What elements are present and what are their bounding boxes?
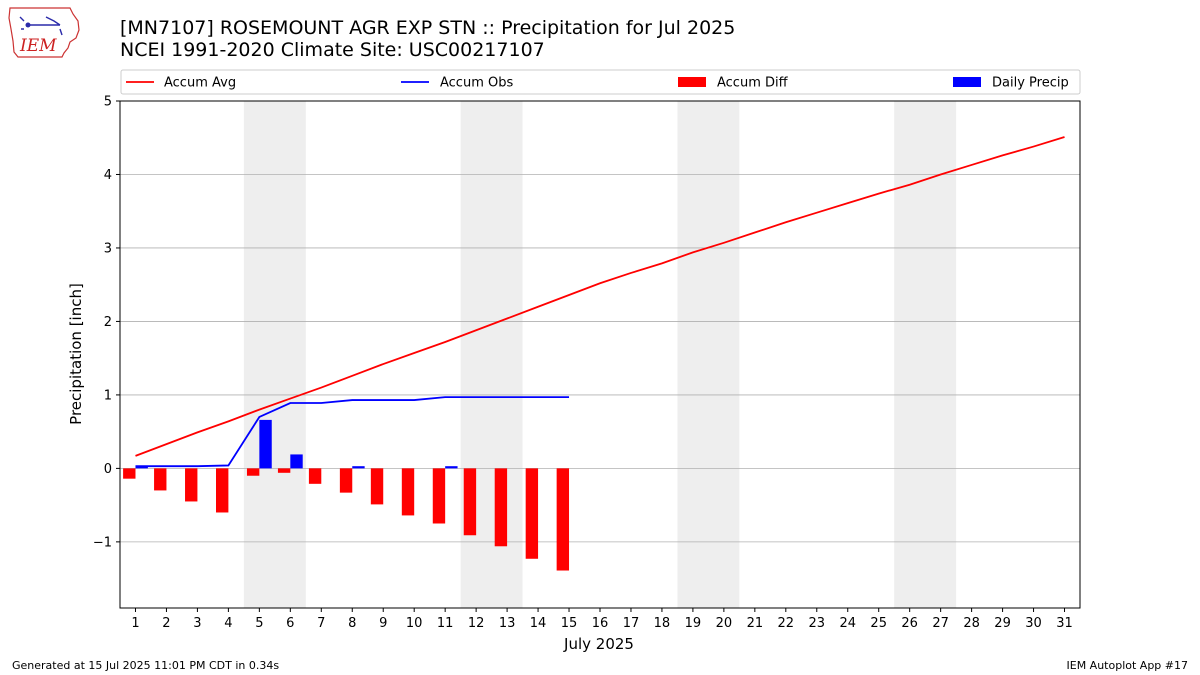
accum-diff-bar [246, 468, 260, 476]
accum-diff-bar [277, 468, 291, 473]
legend: Accum Avg Accum Obs Accum Diff Daily Precip [120, 69, 1081, 95]
x-tick-label: 8 [348, 616, 356, 631]
iowa-outline-icon [8, 7, 80, 58]
bars-layer [123, 419, 570, 571]
x-tick-label: 12 [468, 616, 485, 631]
daily-precip-bar [445, 466, 458, 469]
y-axis-label: Precipitation [inch] [67, 283, 85, 425]
x-tick-label: 24 [839, 616, 856, 631]
daily-precip-bar [135, 466, 148, 469]
weekend-shading [243, 101, 957, 608]
x-tick-label: 28 [963, 616, 980, 631]
y-tick-label: 4 [104, 168, 112, 183]
weekend-shade-band [677, 101, 740, 608]
accum-diff-bar [556, 468, 570, 571]
x-tick-label: 13 [499, 616, 516, 631]
generated-timestamp: Generated at 15 Jul 2025 11:01 PM CDT in… [12, 659, 280, 672]
y-tick-label: 0 [104, 462, 112, 477]
x-tick-label: 6 [286, 616, 294, 631]
x-tick-label: 5 [255, 616, 263, 631]
x-tick-label: 29 [994, 616, 1011, 631]
x-tick-label: 17 [623, 616, 640, 631]
accum-diff-bar [401, 468, 415, 516]
logo-text: IEM [19, 36, 57, 56]
legend-label-accum-obs: Accum Obs [440, 76, 513, 91]
daily-precip-bar [352, 466, 365, 469]
accum-avg-line [135, 136, 1065, 457]
accum-obs-line [135, 396, 570, 468]
y-tick-label: 1 [104, 388, 112, 403]
x-tick-label: 1 [131, 616, 139, 631]
accum-diff-bar [432, 468, 446, 524]
x-tick-label: 21 [747, 616, 764, 631]
x-tick-label: 18 [654, 616, 671, 631]
x-tick-label: 19 [685, 616, 702, 631]
legend-marker-accum-diff [678, 77, 706, 87]
x-tick-label: 26 [901, 616, 918, 631]
x-tick-label: 31 [1056, 616, 1073, 631]
accum-diff-bar [123, 468, 136, 479]
accum-diff-bar [525, 468, 539, 559]
x-axis-label: July 2025 [563, 635, 634, 653]
x-axis: 1 2 3 4 5 6 7 8 9 10 11 12 13 14 15 16 17 18 19 20 21 22 23 24 2… [131, 608, 1073, 631]
accum-diff-bar [339, 468, 353, 493]
accum-diff-bar [216, 468, 229, 513]
accum-diff-bar [154, 468, 167, 491]
y-axis: −1 0 1 2 3 4 5 [93, 95, 120, 550]
lines-layer [135, 136, 1065, 468]
x-tick-label: 2 [162, 616, 170, 631]
weekend-shade-band [894, 101, 957, 608]
x-tick-label: 27 [932, 616, 949, 631]
y-tick-label: 3 [104, 241, 112, 256]
x-tick-label: 4 [224, 616, 232, 631]
x-tick-label: 22 [778, 616, 795, 631]
x-tick-label: 20 [716, 616, 733, 631]
x-tick-label: 9 [379, 616, 387, 631]
x-tick-label: 15 [561, 616, 578, 631]
daily-precip-bar [290, 454, 303, 469]
accum-diff-bar [185, 468, 198, 502]
legend-label-accum-diff: Accum Diff [717, 76, 789, 91]
legend-marker-daily-precip [953, 77, 981, 87]
x-tick-label: 30 [1025, 616, 1042, 631]
accum-diff-bar [370, 468, 384, 505]
daily-precip-bar [259, 419, 272, 469]
weekend-shade-band [243, 101, 306, 608]
x-tick-label: 14 [530, 616, 547, 631]
x-tick-label: 25 [870, 616, 887, 631]
x-tick-label: 23 [809, 616, 826, 631]
legend-box [120, 69, 1081, 95]
x-tick-label: 7 [317, 616, 325, 631]
chart-subtitle: NCEI 1991-2020 Climate Site: USC00217107 [120, 39, 545, 61]
weather-symbol-icon [19, 16, 63, 36]
iem-logo: IEM [8, 7, 80, 58]
app-identifier: IEM Autoplot App #17 [1066, 659, 1189, 672]
x-tick-label: 3 [193, 616, 201, 631]
y-tick-label: 5 [104, 95, 112, 110]
y-tick-label: −1 [93, 535, 112, 550]
legend-label-daily-precip: Daily Precip [992, 76, 1069, 91]
legend-label-accum-avg: Accum Avg [164, 76, 236, 91]
x-tick-label: 11 [437, 616, 454, 631]
accum-diff-bar [494, 468, 508, 547]
chart-title: [MN7107] ROSEMOUNT AGR EXP STN :: Precip… [120, 17, 736, 39]
x-tick-label: 16 [592, 616, 609, 631]
accum-diff-bar [463, 468, 477, 536]
accum-diff-bar [308, 468, 322, 484]
x-tick-label: 10 [406, 616, 423, 631]
y-tick-label: 2 [104, 315, 112, 330]
